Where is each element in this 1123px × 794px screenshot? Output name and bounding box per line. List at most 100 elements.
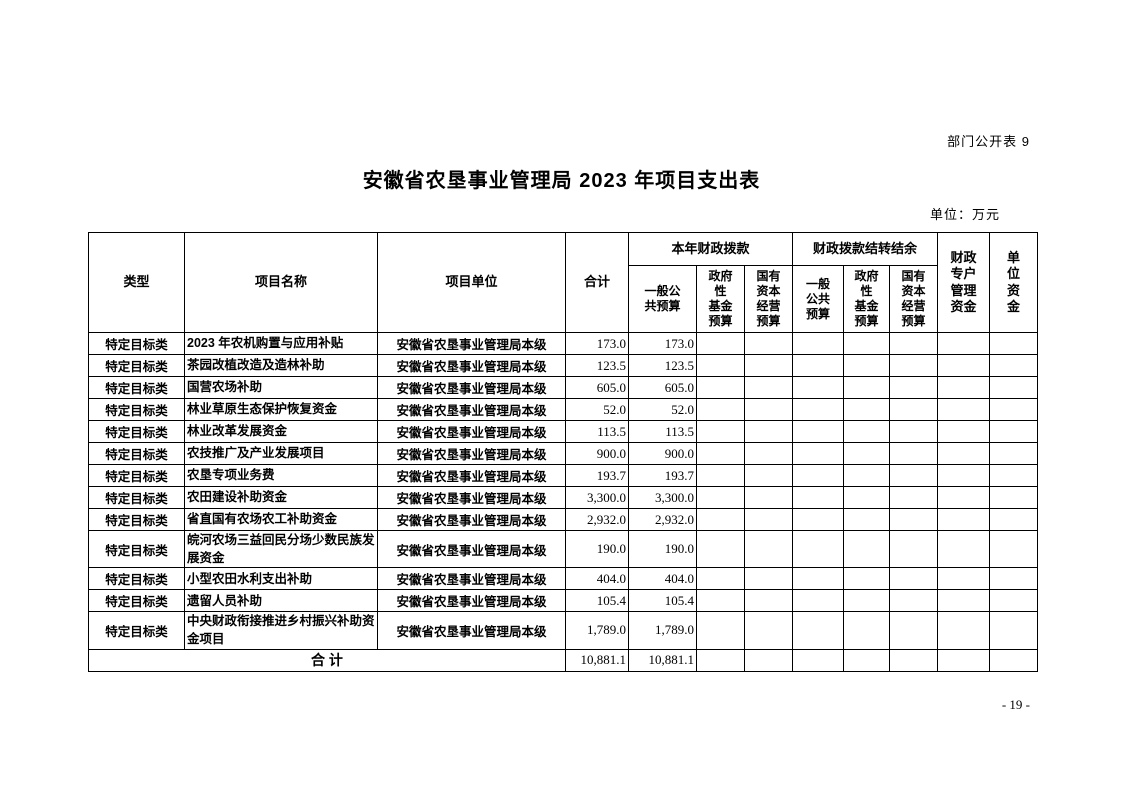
cell-project-name: 农田建设补助资金 (184, 486, 378, 509)
cell-type: 特定目标类 (88, 376, 185, 399)
page-title: 安徽省农垦事业管理局 2023 年项目支出表 (362, 170, 761, 192)
cell-special-account-funds (937, 589, 991, 613)
cell-co-general-budget (792, 398, 844, 421)
total-cell-co-general-budget (792, 648, 844, 672)
cell-type: 特定目标类 (88, 420, 185, 443)
cell-project-name: 林业草原生态保护恢复资金 (184, 398, 378, 421)
cell-type: 特定目标类 (88, 398, 185, 421)
cell-cy-general-budget: 900.0 (628, 442, 697, 465)
cell-total: 3,300.0 (565, 486, 629, 509)
col-header-co-government-fund-budget: 政府 性 基金 预算 (843, 265, 890, 333)
cell-cy-government-fund-budget (696, 332, 745, 355)
cell-type: 特定目标类 (88, 464, 185, 487)
cell-total: 105.4 (565, 589, 629, 613)
cell-special-account-funds (937, 376, 991, 399)
cell-unit-funds (989, 589, 1039, 613)
cell-special-account-funds (937, 567, 991, 591)
table-row: 特定目标类 小型农田水利支出补助 安徽省农垦事业管理局本级 404.0 404.0 (88, 567, 1039, 591)
cell-co-general-budget (792, 442, 844, 465)
cell-total: 404.0 (565, 567, 629, 591)
table-row: 特定目标类 农技推广及产业发展项目 安徽省农垦事业管理局本级 900.0 900.0 (88, 442, 1039, 465)
cell-unit-funds (989, 332, 1039, 355)
cell-co-state-capital-budget (888, 589, 939, 613)
cell-cy-general-budget: 193.7 (628, 464, 697, 487)
cell-unit-funds (989, 529, 1039, 569)
cell-project-name: 农技推广及产业发展项目 (184, 442, 378, 465)
cell-unit-funds (989, 486, 1039, 509)
cell-special-account-funds (937, 442, 991, 465)
cell-total: 193.7 (565, 464, 629, 487)
cell-project-unit: 安徽省农垦事业管理局本级 (377, 464, 566, 487)
header-row-subcolumns: 一般公 共预算 政府 性 基金 预算 国有 资本 经营 预算 一般 公共 预算 … (89, 265, 1038, 333)
cell-co-general-budget (792, 611, 844, 650)
cell-project-unit: 安徽省农垦事业管理局本级 (377, 332, 566, 355)
corner-label: 部门公开表 9 (947, 134, 1030, 149)
total-cell-total: 10,881.1 (565, 648, 629, 672)
cell-cy-state-capital-budget (744, 589, 793, 613)
cell-project-unit: 安徽省农垦事业管理局本级 (377, 508, 566, 531)
col-header-unit-funds: 单 位 资 金 (989, 232, 1039, 333)
cell-co-government-fund-budget (843, 354, 890, 377)
cell-co-state-capital-budget (888, 486, 939, 509)
cell-cy-government-fund-budget (696, 376, 745, 399)
col-header-cy-government-fund-budget: 政府 性 基金 预算 (696, 265, 745, 333)
cell-cy-government-fund-budget (696, 486, 745, 509)
table-row: 特定目标类 茶园改植改造及造林补助 安徽省农垦事业管理局本级 123.5 123.5 (88, 354, 1039, 377)
cell-cy-state-capital-budget (744, 442, 793, 465)
cell-total: 52.0 (565, 398, 629, 421)
cell-project-name: 国营农场补助 (184, 376, 378, 399)
cell-total: 605.0 (565, 376, 629, 399)
col-header-type: 类型 (88, 232, 185, 333)
cell-unit-funds (989, 611, 1039, 650)
cell-cy-general-budget: 605.0 (628, 376, 697, 399)
cell-cy-general-budget: 173.0 (628, 332, 697, 355)
cell-unit-funds (989, 398, 1039, 421)
cell-co-government-fund-budget (843, 508, 890, 531)
cell-co-government-fund-budget (843, 332, 890, 355)
cell-cy-general-budget: 52.0 (628, 398, 697, 421)
col-group-carryover-balance: 财政拨款结转结余 (791, 232, 939, 266)
total-cell-cy-general-budget: 10,881.1 (628, 648, 697, 672)
cell-total: 123.5 (565, 354, 629, 377)
table-row: 特定目标类 林业草原生态保护恢复资金 安徽省农垦事业管理局本级 52.0 52.0 (88, 398, 1039, 421)
col-header-co-general-budget: 一般 公共 预算 (792, 265, 844, 333)
total-row-label: 合 计 (88, 648, 566, 672)
col-header-cy-state-capital-budget: 国有 资本 经营 预算 (744, 265, 793, 333)
cell-project-name: 中央财政衔接推进乡村振兴补助资金项目 (184, 611, 378, 650)
table-total-row: 合 计 10,881.1 10,881.1 (88, 648, 1039, 672)
cell-project-unit: 安徽省农垦事业管理局本级 (377, 376, 566, 399)
page-number: - 19 - (1001, 697, 1030, 712)
cell-co-state-capital-budget (888, 529, 939, 569)
cell-unit-funds (989, 567, 1039, 591)
table-row: 特定目标类 农田建设补助资金 安徽省农垦事业管理局本级 3,300.0 3,300.0 (88, 486, 1039, 509)
cell-co-government-fund-budget (843, 611, 890, 650)
cell-cy-government-fund-budget (696, 611, 745, 650)
cell-co-state-capital-budget (888, 464, 939, 487)
cell-co-state-capital-budget (888, 508, 939, 531)
cell-co-state-capital-budget (888, 611, 939, 650)
cell-cy-general-budget: 123.5 (628, 354, 697, 377)
cell-project-unit: 安徽省农垦事业管理局本级 (377, 420, 566, 443)
cell-co-government-fund-budget (843, 529, 890, 569)
col-header-total: 合计 (565, 232, 629, 333)
cell-cy-state-capital-budget (744, 508, 793, 531)
cell-total: 190.0 (565, 529, 629, 569)
cell-cy-state-capital-budget (744, 464, 793, 487)
cell-co-state-capital-budget (888, 376, 939, 399)
total-cell-co-government-fund-budget (843, 648, 890, 672)
cell-cy-government-fund-budget (696, 529, 745, 569)
cell-co-government-fund-budget (843, 567, 890, 591)
col-header-project-name: 项目名称 (184, 232, 378, 333)
cell-cy-government-fund-budget (696, 464, 745, 487)
cell-co-government-fund-budget (843, 442, 890, 465)
cell-type: 特定目标类 (88, 508, 185, 531)
cell-co-state-capital-budget (888, 398, 939, 421)
cell-project-name: 遗留人员补助 (184, 589, 378, 613)
cell-total: 1,789.0 (565, 611, 629, 650)
cell-co-government-fund-budget (843, 589, 890, 613)
cell-cy-state-capital-budget (744, 529, 793, 569)
cell-project-name: 2023 年农机购置与应用补贴 (184, 332, 378, 355)
cell-project-unit: 安徽省农垦事业管理局本级 (377, 529, 566, 569)
col-group-current-year-appropriation: 本年财政拨款 (628, 232, 793, 266)
cell-unit-funds (989, 464, 1039, 487)
